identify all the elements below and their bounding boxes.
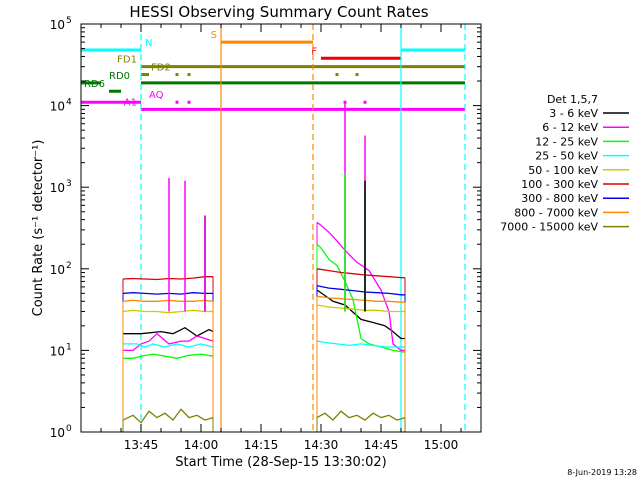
series-line: [122, 276, 213, 281]
x-tick-label: 14:45: [364, 438, 399, 452]
y-tick-label: 10: [50, 263, 65, 277]
flag-dot: [175, 73, 179, 77]
flag-label: FD2: [151, 63, 171, 74]
x-tick-label: 15:00: [424, 438, 459, 452]
y-tick-exponent: 1: [66, 342, 72, 352]
x-tick-label: 13:45: [124, 438, 159, 452]
footer-date: 8-Jun-2019 13:28: [567, 468, 637, 477]
flag-label: RD6: [84, 79, 105, 90]
series-line: [122, 299, 214, 302]
series-line: [316, 221, 405, 352]
legend-label: 6 - 12 keV: [542, 121, 598, 134]
series-line: [122, 309, 213, 314]
flag-dot: [335, 73, 339, 77]
flag-dot: [175, 100, 179, 104]
flag-label: AQ: [149, 90, 164, 101]
y-tick-label: 10: [50, 100, 65, 114]
legend-label: 25 - 50 keV: [535, 150, 598, 163]
y-tick-label: 10: [50, 344, 65, 358]
time-markers: [140, 24, 466, 432]
flag-label: N: [145, 38, 152, 49]
series-line: [316, 268, 405, 279]
legend-label: 50 - 100 keV: [528, 164, 598, 177]
legend-label: 3 - 6 keV: [549, 107, 598, 120]
y-tick-exponent: 2: [66, 261, 72, 271]
flag-dot: [187, 100, 191, 104]
data-series: [122, 102, 406, 432]
y-tick-label: 10: [50, 426, 65, 440]
series-line: [316, 304, 405, 313]
flag-bars: N S F FD1 FD2 RD0 RD6 AQ A1: [81, 30, 465, 111]
flag-label: A1: [124, 97, 137, 108]
x-tick-label: 14:00: [184, 438, 219, 452]
flag-label: FD1: [117, 55, 137, 66]
flag-dot: [355, 73, 359, 77]
legend-label: 800 - 7000 keV: [514, 206, 598, 219]
series-line: [316, 340, 405, 348]
series-line: [123, 353, 214, 359]
legend-label: 7000 - 15000 keV: [500, 221, 598, 234]
legend-label: 100 - 300 keV: [521, 178, 598, 191]
flag-label: F: [311, 46, 317, 57]
y-tick-label: 10: [50, 18, 65, 32]
y-tick-exponent: 3: [66, 179, 72, 189]
series-line: [122, 408, 214, 424]
x-axis-label: Start Time (28-Sep-15 13:30:02): [175, 455, 386, 470]
flag-dot: [363, 100, 367, 104]
y-tick-label: 10: [50, 181, 65, 195]
series-line: [316, 410, 406, 422]
x-axis: 13:45 14:00 14:15 14:30 14:45 15:00: [100, 24, 462, 452]
series-line: [123, 332, 214, 352]
series-line: [316, 285, 405, 296]
legend-label: 12 - 25 keV: [535, 135, 598, 148]
chart-title: HESSI Observing Summary Count Rates: [129, 3, 428, 21]
legend-label: 300 - 800 keV: [521, 192, 598, 205]
y-axis-label: Count Rate (s⁻¹ detector⁻¹): [31, 140, 46, 317]
legend-title: Det 1,5,7: [547, 93, 598, 106]
y-tick-exponent: 5: [66, 16, 72, 26]
x-tick-label: 14:15: [244, 438, 279, 452]
flag-label: RD0: [109, 71, 130, 82]
series-line: [123, 343, 214, 348]
y-tick-exponent: 4: [66, 98, 72, 108]
flag-dot: [187, 73, 191, 77]
y-tick-exponent: 0: [66, 424, 72, 434]
x-tick-label: 14:30: [304, 438, 339, 452]
series-line: [122, 292, 213, 295]
series-line: [123, 326, 214, 337]
flag-label: S: [211, 30, 217, 41]
